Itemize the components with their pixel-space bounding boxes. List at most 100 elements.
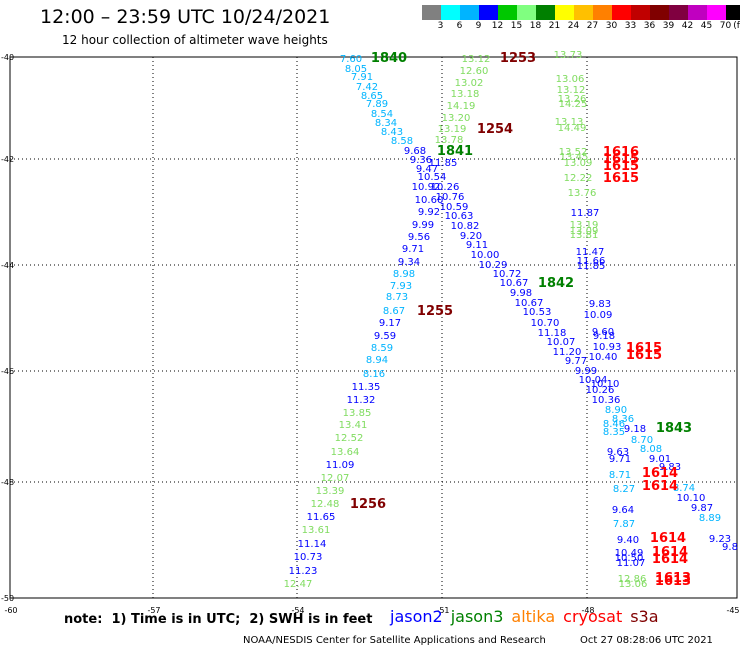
swh-value: 11.07	[617, 558, 646, 569]
swh-value: 8.27	[613, 484, 635, 495]
swh-value: 12.52	[335, 433, 364, 444]
swh-value: 10.40	[589, 352, 618, 363]
color-swatch	[631, 5, 650, 20]
pass-number-label: 1255	[417, 304, 453, 319]
swh-value: 9.34	[398, 257, 420, 268]
longitude-label: -54	[291, 606, 304, 615]
color-scale-tick: 42	[681, 21, 694, 31]
map-border	[9, 56, 738, 599]
swh-value: 13.41	[339, 420, 368, 431]
color-swatch	[707, 5, 726, 20]
swh-value: 10.60	[415, 195, 444, 206]
color-scale-tick: 36	[643, 21, 656, 31]
latitude-label: -46	[1, 367, 14, 376]
swh-value: 11.35	[352, 382, 381, 393]
longitude-label: -45	[726, 606, 739, 615]
swh-value: 9.83	[589, 299, 611, 310]
pass-number-label: 1614	[652, 552, 688, 567]
swh-value: 13.02	[455, 78, 484, 89]
pass-number-label: 1615	[603, 159, 639, 174]
latitude-label: -40	[1, 53, 14, 62]
color-swatch	[555, 5, 574, 20]
swh-value: 12.22	[564, 173, 593, 184]
longitude-label: -51	[436, 606, 449, 615]
color-scale-tick: 45	[700, 21, 713, 31]
swh-value: 12.47	[284, 579, 313, 590]
latitude-label: -48	[1, 478, 14, 487]
swh-value: 7.89	[366, 99, 388, 110]
color-swatch	[536, 5, 555, 20]
map-grid	[10, 57, 737, 598]
swh-value: 8.98	[393, 269, 415, 280]
swh-value: 10.09	[584, 310, 613, 321]
color-swatch	[650, 5, 669, 20]
color-swatch	[612, 5, 631, 20]
pass-number-label: 1614	[642, 466, 678, 481]
swh-value: 10.59	[440, 202, 469, 213]
swh-value: 8.35	[603, 427, 625, 438]
swh-value: 11.32	[347, 395, 376, 406]
swh-value: 11.18	[538, 328, 567, 339]
color-swatch	[593, 5, 612, 20]
swh-value: 8.58	[391, 136, 413, 147]
pass-number-label: 1253	[500, 51, 536, 66]
color-swatch	[726, 5, 740, 20]
color-scale-tick: 70	[719, 21, 732, 31]
pass-number-label: 1615	[626, 341, 662, 356]
swh-value: 7.42	[356, 82, 378, 93]
swh-value: 10.54	[418, 172, 447, 183]
swh-value: 9.56	[408, 232, 430, 243]
swh-value: 13.64	[331, 447, 360, 458]
color-scale-tick: 24	[567, 21, 580, 31]
swh-value: 9.71	[402, 244, 424, 255]
swh-value: 9.11	[466, 240, 488, 251]
swh-value: 8.73	[386, 292, 408, 303]
swh-value: 10.70	[531, 318, 560, 329]
pass-number-label: 1614	[642, 479, 678, 494]
pass-number-label: 1842	[538, 276, 574, 291]
swh-value: 13.73	[554, 50, 583, 61]
color-scale-tick: 12	[491, 21, 504, 31]
swh-value: 13.06	[619, 579, 648, 590]
color-scale-tick: 3	[437, 21, 444, 31]
swh-value: 7.87	[613, 519, 635, 530]
color-scale-tick: 15	[510, 21, 523, 31]
swh-value: 9.17	[379, 318, 401, 329]
swh-value: 13.85	[343, 408, 372, 419]
color-swatch	[460, 5, 479, 20]
color-swatch	[479, 5, 498, 20]
swh-value: 8.74	[673, 483, 695, 494]
swh-value: 9.36	[410, 155, 432, 166]
mission-name: altika	[511, 607, 556, 626]
swh-value: 9.18	[593, 331, 615, 342]
swh-value: 14.25	[559, 99, 588, 110]
color-scale-tick: 6	[456, 21, 463, 31]
color-scale-tick: 21	[548, 21, 561, 31]
swh-value: 13.09	[570, 226, 599, 237]
swh-value: 9.60	[592, 327, 614, 338]
swh-value: 8.89	[699, 513, 721, 524]
pass-number-label: 1613	[655, 571, 691, 586]
swh-value: 9.68	[404, 146, 426, 157]
map-title: 12:00 – 23:59 UTC 10/24/2021	[40, 6, 331, 28]
longitude-label: -60	[4, 606, 17, 615]
swh-value: 9.20	[460, 231, 482, 242]
color-scale-tick: 18	[529, 21, 542, 31]
swh-value: 13.39	[316, 486, 345, 497]
swh-value: 13.09	[564, 158, 593, 169]
color-swatch	[517, 5, 536, 20]
swh-value: 11.87	[571, 208, 600, 219]
swh-value: 8.46	[603, 419, 625, 430]
swh-value: 9.64	[612, 505, 634, 516]
longitude-label: -57	[147, 606, 160, 615]
swh-value: 9.71	[609, 454, 631, 465]
latitude-label: -50	[1, 594, 14, 603]
pass-number-label: 1841	[437, 144, 473, 159]
swh-value: 13.45	[560, 152, 589, 163]
swh-value: 8.71	[609, 470, 631, 481]
swh-value: 13.26	[558, 94, 587, 105]
mission-name: s3a	[630, 607, 659, 626]
longitude-label: -48	[581, 606, 594, 615]
track-values: 7.608.057.917.428.657.898.548.348.438.58…	[284, 50, 738, 590]
